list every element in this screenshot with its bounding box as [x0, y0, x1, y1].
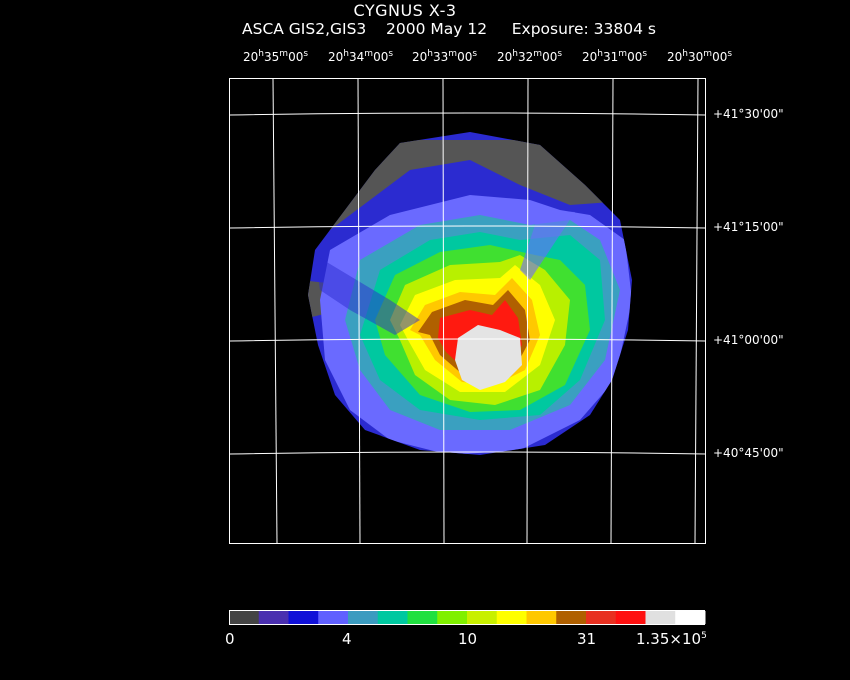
- colorbar-segment: [377, 611, 408, 624]
- subtitle: ASCA GIS2,GIS3 2000 May 12 Exposure: 338…: [242, 20, 656, 38]
- colorbar-segment: [586, 611, 617, 624]
- colorbar-segment: [258, 611, 289, 624]
- colorbar-tick-label: 1.35×105: [636, 630, 707, 648]
- xray-image: [308, 132, 632, 455]
- instrument-label: ASCA GIS2,GIS3: [242, 20, 367, 38]
- plot-frame: [229, 78, 706, 544]
- ra-tick-label: 20h31m00s: [582, 49, 648, 64]
- dec-tick-label: +40°45'00": [713, 446, 784, 460]
- colorbar-segment: [229, 611, 260, 624]
- colorbar: [229, 610, 706, 625]
- colorbar-segment: [318, 611, 349, 624]
- ra-tick-label: 20h32m00s: [497, 49, 563, 64]
- ra-tick-label: 20h34m00s: [328, 49, 394, 64]
- exposure-label: Exposure: 33804 s: [511, 20, 656, 38]
- colorbar-segment: [496, 611, 527, 624]
- colorbar-frame: [229, 610, 705, 625]
- colorbar-segment: [348, 611, 379, 624]
- colorbar-segment: [615, 611, 646, 624]
- chart-title: CYGNUS X-3: [353, 1, 457, 20]
- dec-tick-label: +41°30'00": [713, 107, 784, 121]
- colorbar-segment: [407, 611, 438, 624]
- colorbar-segment: [526, 611, 557, 624]
- streak-left: [315, 255, 420, 335]
- colorbar-segment: [467, 611, 498, 624]
- colorbar-tick-label: 0: [225, 630, 235, 648]
- ra-tick-label: 20h35m00s: [243, 49, 309, 64]
- colorbar-segment: [675, 611, 706, 624]
- date-label: 2000 May 12: [386, 20, 488, 38]
- dec-tick-label: +41°15'00": [713, 220, 784, 234]
- streak-right: [520, 210, 575, 280]
- colorbar-segment: [288, 611, 319, 624]
- ra-tick-label: 20h33m00s: [412, 49, 478, 64]
- dec-tick-label: +41°00'00": [713, 333, 784, 347]
- colorbar-segment: [645, 611, 676, 624]
- colorbar-segment: [437, 611, 468, 624]
- colorbar-tick-label: 4: [342, 630, 352, 648]
- colorbar-tick-label: 31: [577, 630, 597, 648]
- coordinate-grid: [229, 78, 706, 544]
- colorbar-segment: [556, 611, 587, 624]
- colorbar-tick-label: 10: [458, 630, 478, 648]
- ra-tick-label: 20h30m00s: [667, 49, 733, 64]
